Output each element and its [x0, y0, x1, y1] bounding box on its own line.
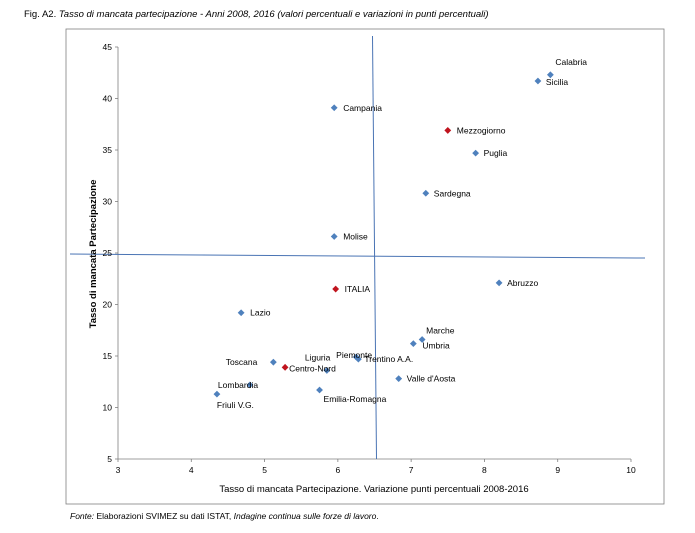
y-tick-label: 35 — [103, 145, 113, 155]
source-text: Elaborazioni SVIMEZ su dati ISTAT, — [96, 511, 232, 521]
point-labels: Calabria Sicilia Campania Mezzogiorno Puglia… — [217, 57, 587, 410]
point-abruzzo — [495, 279, 503, 287]
point-label-campania: Campania — [343, 103, 382, 113]
y-tick-label: 25 — [103, 248, 113, 258]
x-tick-label: 7 — [409, 465, 414, 475]
point-label-centro-nord: Centro-Nord — [289, 363, 336, 373]
point-label-sicilia: Sicilia — [546, 77, 568, 87]
point-label-lombardia: Lombardia — [218, 380, 258, 390]
point-mezzogiorno — [444, 127, 452, 134]
x-tick-label: 3 — [116, 465, 121, 475]
point-label-emilia-romagna: Emilia-Romagna — [324, 394, 387, 404]
point-label-umbria: Umbria — [422, 341, 450, 351]
point-label-calabria: Calabria — [555, 57, 587, 67]
point-emilia-romagna — [316, 386, 323, 394]
point-label-piemonte: Piemonte — [336, 350, 372, 360]
y-axis-label: Tasso di mancata Partecipazione — [88, 180, 99, 329]
point-campania — [330, 104, 338, 112]
reference-lines — [69, 35, 646, 460]
y-tick-label: 5 — [107, 454, 112, 464]
horizontal-reference-line — [69, 253, 646, 259]
figure-title: Fig. A2. Tasso di mancata partecipazione… — [24, 9, 489, 20]
vertical-reference-line — [372, 35, 377, 460]
point-puglia — [472, 149, 480, 157]
point-label-marche: Marche — [426, 326, 455, 336]
point-sardegna — [422, 189, 430, 197]
point-label-abruzzo: Abruzzo — [507, 278, 538, 288]
x-tick-label: 8 — [482, 465, 487, 475]
y-tick-label: 15 — [103, 351, 113, 361]
y-tick-label: 20 — [103, 300, 113, 310]
point-liguria — [323, 367, 331, 374]
point-calabria — [546, 71, 554, 79]
point-molise — [330, 233, 338, 240]
figure-title-text: Tasso di mancata partecipazione - Anni 2… — [58, 9, 489, 20]
x-tick-label: 4 — [189, 465, 194, 475]
point-friuli-v-g — [213, 390, 221, 398]
x-tick-label: 6 — [335, 465, 340, 475]
point-marche — [418, 336, 426, 343]
point-label-mezzogiorno: Mezzogiorno — [457, 125, 506, 135]
x-tick-label: 9 — [555, 465, 560, 475]
point-lazio — [237, 309, 245, 317]
source-italic: Indagine continua sulle forze di lavoro — [233, 511, 377, 521]
source-prefix: Fonte: — [70, 511, 95, 521]
point-label-molise: Molise — [343, 232, 368, 242]
point-valle-d-aosta — [395, 375, 403, 383]
figure-label: Fig. A2. — [24, 9, 57, 20]
point-label-lazio: Lazio — [250, 308, 271, 318]
data-points — [213, 71, 554, 398]
x-tick-label: 10 — [626, 465, 636, 475]
point-centro-nord — [281, 363, 289, 371]
point-label-valle-d-aosta: Valle d'Aosta — [407, 374, 456, 384]
point-label-sardegna: Sardegna — [434, 188, 471, 198]
point-umbria — [409, 340, 417, 348]
point-label-trentino-a-a: Trentino A.A. — [364, 354, 413, 364]
source-suffix: . — [376, 511, 379, 521]
chart-border — [65, 28, 665, 505]
point-label-italia: ITALIA — [345, 284, 371, 294]
point-toscana — [269, 358, 277, 366]
axes — [115, 46, 632, 462]
point-trentino-a-a — [354, 355, 362, 363]
source-note: Fonte: Elaborazioni SVIMEZ su dati ISTAT… — [70, 511, 379, 521]
x-tick-label: 5 — [262, 465, 267, 475]
point-label-friuli-v-g: Friuli V.G. — [217, 400, 254, 410]
point-label-toscana: Toscana — [226, 357, 258, 367]
point-italia — [332, 285, 340, 293]
y-tick-label: 30 — [103, 197, 113, 207]
point-label-liguria: Liguria — [305, 352, 331, 362]
y-tick-label: 45 — [103, 42, 113, 52]
point-sicilia — [534, 77, 542, 85]
point-label-puglia: Puglia — [484, 148, 508, 158]
y-tick-label: 10 — [103, 403, 113, 413]
point-lombardia — [246, 381, 254, 389]
y-tick-label: 40 — [103, 94, 113, 104]
x-axis-label: Tasso di mancata Partecipazione. Variazi… — [219, 484, 528, 495]
